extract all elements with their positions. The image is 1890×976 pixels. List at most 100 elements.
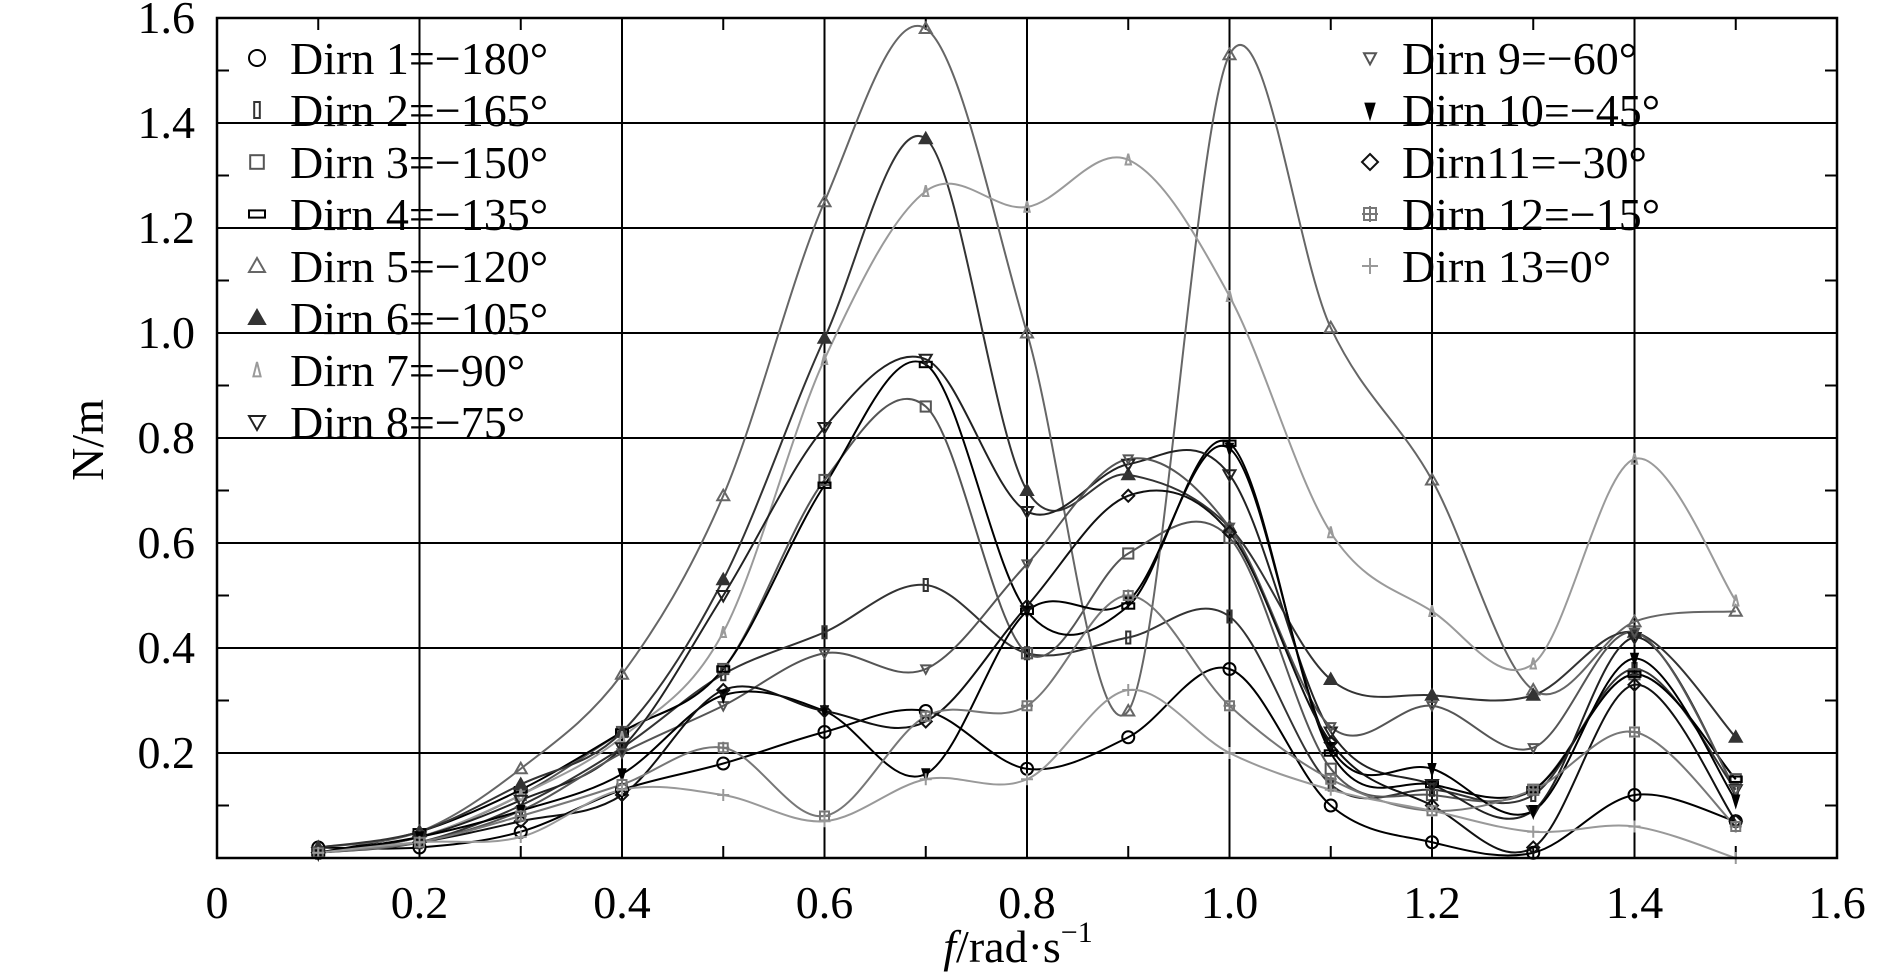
data-point bbox=[1731, 794, 1741, 810]
data-point bbox=[1221, 469, 1238, 483]
data-point bbox=[516, 788, 525, 801]
data-point bbox=[1425, 701, 1439, 713]
data-point bbox=[817, 481, 832, 489]
legend-item: Dirn 7=−90° bbox=[252, 345, 525, 396]
y-tick-label: 0.8 bbox=[138, 412, 196, 463]
data-point bbox=[1019, 506, 1035, 520]
data-point bbox=[1362, 52, 1378, 67]
x-axis-title: f/rad·s−1 bbox=[943, 916, 1092, 972]
data-point bbox=[1120, 702, 1136, 717]
data-point bbox=[1125, 630, 1132, 645]
data-point bbox=[1121, 730, 1136, 745]
data-point bbox=[247, 307, 267, 325]
data-point bbox=[1020, 559, 1034, 571]
data-point bbox=[1120, 488, 1136, 504]
data-point bbox=[918, 353, 934, 368]
legend-item: Dirn 12=−15° bbox=[1362, 189, 1660, 240]
data-point bbox=[252, 361, 262, 378]
y-tick-label: 0.4 bbox=[138, 622, 196, 673]
data-point bbox=[918, 130, 934, 145]
legend-label: Dirn 8=−75° bbox=[290, 397, 525, 448]
data-point bbox=[1427, 762, 1437, 779]
data-point bbox=[1122, 547, 1135, 560]
legend-item: Dirn 10=−45° bbox=[1364, 85, 1660, 136]
series-line-9 bbox=[318, 457, 1737, 854]
legend-label: Dirn 12=−15° bbox=[1402, 189, 1660, 240]
y-tick-label: 0.2 bbox=[138, 727, 196, 778]
data-point bbox=[1324, 722, 1337, 734]
x-tick-label: 0.8 bbox=[998, 877, 1056, 928]
x-axis-title-unit: /rad·s bbox=[956, 921, 1061, 972]
data-point bbox=[1425, 835, 1439, 850]
x-tick-label: 1.6 bbox=[1808, 877, 1866, 928]
data-point bbox=[249, 154, 265, 170]
data-point bbox=[1019, 482, 1035, 496]
legend-item: Dirn 8=−75° bbox=[247, 397, 525, 448]
data-point bbox=[1629, 652, 1640, 668]
data-point bbox=[513, 794, 529, 809]
legend-label: Dirn 2=−165° bbox=[290, 85, 548, 136]
data-point bbox=[1019, 324, 1035, 339]
data-point bbox=[922, 578, 929, 592]
data-point bbox=[818, 473, 831, 487]
series-line-12 bbox=[318, 594, 1737, 854]
legend-left: Dirn 1=−180°Dirn 2=−165°Dirn 3=−150°Dirn… bbox=[247, 33, 548, 448]
data-point bbox=[1323, 726, 1339, 741]
data-point bbox=[614, 787, 630, 803]
data-point bbox=[1120, 466, 1136, 481]
legend-label: Dirn 3=−150° bbox=[290, 137, 548, 188]
legend-right: Dirn 9=−60°Dirn 10=−45°Dirn11=−30°Dirn 1… bbox=[1360, 33, 1660, 292]
data-point bbox=[1424, 779, 1440, 793]
data-point bbox=[1424, 471, 1440, 486]
data-point bbox=[1124, 153, 1133, 166]
x-tick-label: 0.2 bbox=[391, 877, 449, 928]
data-point bbox=[1626, 632, 1643, 646]
legend-label: Dirn 13=0° bbox=[1402, 241, 1611, 292]
x-tick-label: 0.6 bbox=[796, 877, 854, 928]
data-point bbox=[1323, 798, 1338, 813]
data-point bbox=[1525, 840, 1541, 855]
x-axis-title-exponent: −1 bbox=[1061, 916, 1093, 949]
x-tick-label: 0.4 bbox=[593, 877, 651, 928]
data-point bbox=[1428, 605, 1436, 618]
data-point bbox=[719, 626, 728, 639]
data-point bbox=[1120, 458, 1136, 473]
data-point bbox=[715, 682, 731, 698]
x-tick-label: 1.2 bbox=[1403, 877, 1461, 928]
y-tick-label: 1.4 bbox=[138, 97, 196, 148]
data-point bbox=[1222, 662, 1237, 676]
y-axis-title: N/m bbox=[62, 399, 113, 481]
legend-label: Dirn 9=−60° bbox=[1402, 33, 1637, 84]
data-point bbox=[716, 756, 731, 771]
data-point bbox=[1425, 780, 1439, 789]
data-point bbox=[618, 731, 626, 744]
y-tick-labels: 0.2 0.4 0.6 0.8 1.0 1.2 1.4 1.6 bbox=[138, 0, 196, 778]
data-point bbox=[817, 725, 832, 739]
data-point bbox=[821, 625, 828, 640]
x-tick-label: 0 bbox=[206, 877, 229, 928]
data-point bbox=[817, 703, 832, 719]
series-line-4 bbox=[318, 360, 1737, 854]
data-point bbox=[1627, 670, 1642, 678]
data-point bbox=[1364, 102, 1376, 122]
series-line-5 bbox=[318, 24, 1736, 849]
data-point bbox=[1020, 647, 1034, 660]
plot-frame bbox=[215, 16, 1839, 860]
grid-lines bbox=[217, 18, 1837, 858]
legend-label: Dirn 6=−105° bbox=[290, 293, 548, 344]
data-point bbox=[816, 193, 833, 208]
data-point bbox=[247, 255, 267, 273]
legend-item: Dirn 2=−165° bbox=[253, 85, 548, 136]
data-point bbox=[1529, 657, 1538, 670]
data-point bbox=[1728, 775, 1743, 783]
data-point bbox=[1630, 452, 1639, 465]
data-point bbox=[1225, 290, 1234, 303]
legend-item: Dirn 3=−150° bbox=[249, 137, 548, 188]
data-point bbox=[1224, 442, 1235, 458]
data-point bbox=[1221, 46, 1238, 61]
data-point bbox=[1525, 687, 1541, 701]
data-point bbox=[614, 666, 630, 680]
data-point bbox=[1023, 200, 1031, 213]
legend-item: Dirn 6=−105° bbox=[247, 293, 548, 344]
